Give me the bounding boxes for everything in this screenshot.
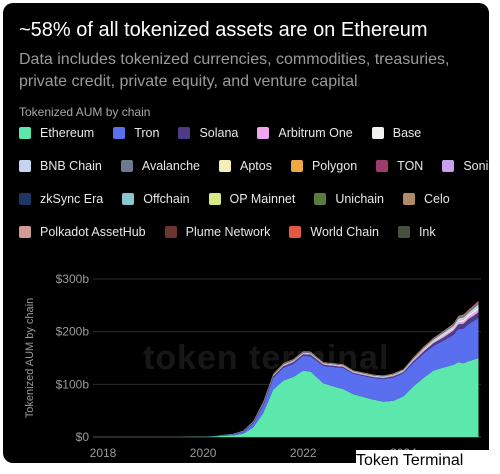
legend-item[interactable]: Ethereum [19, 126, 94, 140]
legend-item[interactable]: Avalanche [120, 159, 200, 173]
legend-swatch [19, 127, 31, 139]
area-series-ethereum [93, 358, 479, 437]
brand-label: Token Terminal [356, 452, 464, 469]
legend-swatch [442, 160, 455, 172]
legend-item[interactable]: zkSync Era [19, 192, 103, 206]
legend-swatch [19, 193, 31, 205]
legend-swatch [314, 193, 327, 205]
legend-label: Arbitrum One [278, 126, 353, 140]
legend-swatch [371, 127, 384, 139]
legend-item[interactable]: Polkadot AssetHub [19, 225, 146, 239]
legend-title: Tokenized AUM by chain [19, 105, 151, 119]
legend-label: Polkadot AssetHub [40, 225, 146, 239]
legend-item[interactable]: OP Mainnet [208, 192, 296, 206]
y-tick-label: $100b [56, 377, 90, 391]
legend-label: Celo [423, 192, 450, 206]
legend-item[interactable]: Aptos [219, 159, 272, 173]
legend-label: Sonic [463, 159, 489, 173]
x-tick-label: 2022 [290, 446, 317, 460]
area-series-tron [93, 318, 479, 437]
legend-item[interactable]: Arbitrum One [257, 126, 353, 140]
legend-label: Ink [418, 225, 436, 239]
legend-item[interactable]: TON [376, 159, 423, 173]
legend-swatch [122, 193, 135, 205]
legend-swatch [19, 160, 31, 172]
legend-label: Base [392, 126, 422, 140]
legend-swatch [290, 160, 303, 172]
legend-item[interactable]: Plume Network [164, 225, 271, 239]
legend-swatch [208, 193, 221, 205]
legend-swatch [402, 193, 415, 205]
x-tick-label: 2020 [190, 446, 217, 460]
legend-swatch [120, 160, 133, 172]
legend-item[interactable]: Tron [113, 126, 159, 140]
legend-swatch [376, 160, 389, 172]
legend-row: zkSync Era Offchain OP Mainnet Unichain Celo [19, 189, 469, 209]
legend-label: Unichain [335, 192, 384, 206]
y-tick-label: $300b [56, 272, 90, 286]
legend-item[interactable]: Base [371, 126, 422, 140]
area-chart: $0$100b$200b$300b2018202020222024Tokeniz… [24, 272, 481, 460]
legend-swatch [219, 160, 231, 172]
legend-label: Avalanche [141, 159, 200, 173]
legend-label: Solana [199, 126, 239, 140]
legend-swatch [164, 226, 177, 238]
legend-item[interactable]: Sonic [442, 159, 489, 173]
chart-card: ~58% of all tokenized assets are on Ethe… [3, 3, 489, 463]
legend-row: Polkadot AssetHub Plume Network World Chai… [19, 222, 455, 242]
legend-swatch [289, 226, 302, 238]
legend-label: OP Mainnet [229, 192, 296, 206]
legend-label: BNB Chain [40, 159, 102, 173]
legend-label: Tron [134, 126, 160, 140]
legend-item[interactable]: Polygon [290, 159, 358, 173]
legend-swatch [113, 127, 126, 139]
legend-row: Ethereum Tron Solana Arbitrum One Base [19, 123, 440, 143]
legend-swatch [397, 226, 410, 238]
legend-label: World Chain [310, 225, 379, 239]
legend-item[interactable]: BNB Chain [19, 159, 102, 173]
chart-title: ~58% of all tokenized assets are on Ethe… [19, 19, 428, 41]
legend-label: Plume Network [185, 225, 271, 239]
brand-badge: Token Terminal [356, 450, 500, 474]
legend-item[interactable]: Solana [178, 126, 238, 140]
legend-label: zkSync Era [40, 192, 104, 206]
legend-label: Ethereum [40, 126, 95, 140]
legend-swatch [178, 127, 191, 139]
y-tick-label: $200b [56, 325, 90, 339]
legend-label: Aptos [240, 159, 272, 173]
x-tick-label: 2018 [90, 446, 117, 460]
y-axis-label: Tokenized AUM by chain [24, 298, 36, 418]
legend-row: BNB Chain Avalanche Aptos Polygon TON Sonic [19, 156, 489, 176]
legend-label: Offchain [143, 192, 190, 206]
legend-item[interactable]: Offchain [122, 192, 190, 206]
legend-swatch [257, 127, 270, 139]
legend-item[interactable]: World Chain [289, 225, 379, 239]
y-tick-label: $0 [76, 430, 90, 444]
legend-item[interactable]: Celo [402, 192, 450, 206]
legend-label: Polygon [311, 159, 358, 173]
legend-label: TON [397, 159, 424, 173]
legend-swatch [19, 226, 31, 238]
legend-item[interactable]: Unichain [314, 192, 384, 206]
legend-item[interactable]: Ink [397, 225, 436, 239]
chart-subtitle: Data includes tokenized currencies, comm… [19, 51, 450, 90]
